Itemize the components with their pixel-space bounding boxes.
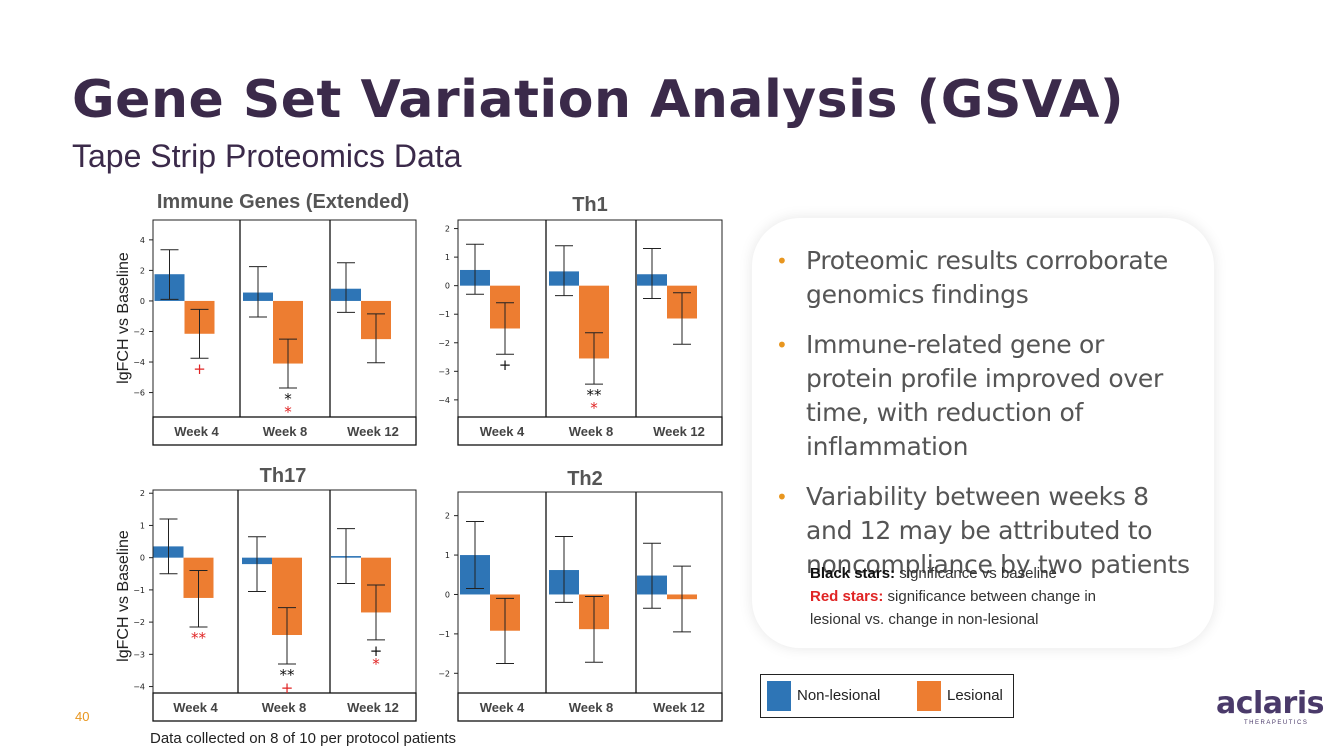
bullet-item: • Variability between weeks 8 and 12 may … bbox=[776, 480, 1194, 582]
logo-wordmark: aclaris bbox=[1216, 686, 1325, 721]
y-tick-label: −1 bbox=[438, 310, 450, 319]
chart-title: Th1 bbox=[572, 194, 608, 216]
category-label-box bbox=[457, 692, 723, 722]
y-tick-label: 0 bbox=[445, 590, 450, 599]
page-title: Gene Set Variation Analysis (GSVA) bbox=[72, 70, 1125, 130]
legend-swatch-lesional bbox=[917, 681, 941, 711]
y-tick-label: −4 bbox=[133, 683, 145, 692]
y-tick-label: −2 bbox=[133, 618, 145, 627]
category-label-box bbox=[152, 692, 417, 722]
significance-mark: ** bbox=[191, 629, 207, 647]
page-number: 40 bbox=[75, 709, 90, 724]
significance-mark: * bbox=[372, 655, 380, 673]
y-axis-label: lgFCH vs Baseline bbox=[115, 252, 132, 384]
findings-panel: • Proteomic results corroborate genomics … bbox=[752, 218, 1214, 648]
y-tick-label: −4 bbox=[438, 396, 450, 405]
significance-mark: + bbox=[370, 642, 383, 660]
category-label-box bbox=[457, 416, 723, 446]
category-label: Week 4 bbox=[480, 424, 525, 439]
category-label: Week 12 bbox=[653, 700, 705, 715]
y-tick-label: 2 bbox=[140, 489, 145, 498]
category-label: Week 8 bbox=[263, 424, 308, 439]
bullet-item: • Immune-related gene or protein profile … bbox=[776, 328, 1194, 464]
red-stars-label: Red stars: bbox=[810, 588, 884, 605]
category-label: Week 4 bbox=[174, 424, 219, 439]
y-tick-label: −6 bbox=[133, 389, 145, 398]
y-tick-label: 0 bbox=[445, 282, 450, 291]
legend-label-lesional: Lesional bbox=[947, 687, 1003, 704]
bullet-text: Immune-related gene or protein profile i… bbox=[806, 330, 1163, 461]
black-stars-text: significance vs baseline bbox=[899, 565, 1057, 582]
bullet-item: • Proteomic results corroborate genomics … bbox=[776, 244, 1194, 312]
significance-mark: + bbox=[281, 679, 294, 697]
legend-label-non-lesional: Non-lesional bbox=[797, 687, 881, 704]
footer-note: Data collected on 8 of 10 per protocol p… bbox=[150, 730, 457, 747]
category-label: Week 4 bbox=[173, 700, 218, 715]
bullet-text: Variability between weeks 8 and 12 may b… bbox=[806, 482, 1190, 579]
y-tick-label: 0 bbox=[140, 554, 145, 563]
significance-mark: * bbox=[590, 399, 598, 417]
significance-mark: ** bbox=[587, 386, 603, 404]
significance-mark: + bbox=[499, 356, 512, 374]
category-label: Week 12 bbox=[653, 424, 705, 439]
company-logo: aclaris THERAPEUTICS bbox=[1216, 686, 1325, 726]
category-label: Week 12 bbox=[347, 424, 399, 439]
y-tick-label: −4 bbox=[133, 358, 145, 367]
y-tick-label: 1 bbox=[445, 253, 450, 262]
chart-title: Th2 bbox=[567, 468, 603, 490]
category-label: Week 12 bbox=[347, 700, 399, 715]
y-tick-label: 0 bbox=[140, 297, 145, 306]
significance-mark: * bbox=[284, 390, 292, 408]
bullet-dot-icon: • bbox=[776, 333, 788, 357]
y-tick-label: 2 bbox=[445, 512, 450, 521]
red-stars-text-cont: lesional vs. change in non-lesional bbox=[810, 611, 1039, 628]
bullet-text: Proteomic results corroborate genomics f… bbox=[806, 246, 1168, 309]
significance-mark: * bbox=[284, 403, 292, 421]
category-label: Week 4 bbox=[480, 700, 525, 715]
logo-subtext: THERAPEUTICS bbox=[1244, 720, 1309, 726]
y-tick-label: 1 bbox=[445, 551, 450, 560]
category-label: Week 8 bbox=[262, 700, 307, 715]
category-label: Week 8 bbox=[569, 700, 614, 715]
y-tick-label: −1 bbox=[438, 630, 450, 639]
y-tick-label: 2 bbox=[140, 266, 145, 275]
black-stars-label: Black stars: bbox=[810, 565, 896, 582]
y-axis-label: lgFCH vs Baseline bbox=[115, 530, 132, 662]
y-tick-label: −2 bbox=[438, 339, 450, 348]
y-tick-label: −2 bbox=[133, 327, 145, 336]
legend: Non-lesional Lesional bbox=[760, 674, 1014, 718]
significance-notes: Black stars: significance vs baseline Re… bbox=[810, 562, 1096, 631]
chart-title: Th17 bbox=[260, 465, 307, 487]
y-tick-label: −2 bbox=[438, 669, 450, 678]
significance-mark: ** bbox=[280, 666, 296, 684]
significance-mark: + bbox=[193, 360, 206, 378]
bullet-dot-icon: • bbox=[776, 249, 788, 273]
y-tick-label: −3 bbox=[438, 367, 450, 376]
red-stars-text: significance between change in bbox=[887, 588, 1097, 605]
y-tick-label: −1 bbox=[133, 586, 145, 595]
chart-title: Immune Genes (Extended) bbox=[157, 191, 409, 213]
y-tick-label: 1 bbox=[140, 521, 145, 530]
y-tick-label: −3 bbox=[133, 650, 145, 659]
legend-swatch-non-lesional bbox=[767, 681, 791, 711]
category-label: Week 8 bbox=[569, 424, 614, 439]
y-tick-label: 4 bbox=[140, 236, 145, 245]
category-label-box bbox=[152, 416, 417, 446]
page-subtitle: Tape Strip Proteomics Data bbox=[72, 138, 462, 174]
y-tick-label: 2 bbox=[445, 225, 450, 234]
bullet-dot-icon: • bbox=[776, 485, 788, 509]
